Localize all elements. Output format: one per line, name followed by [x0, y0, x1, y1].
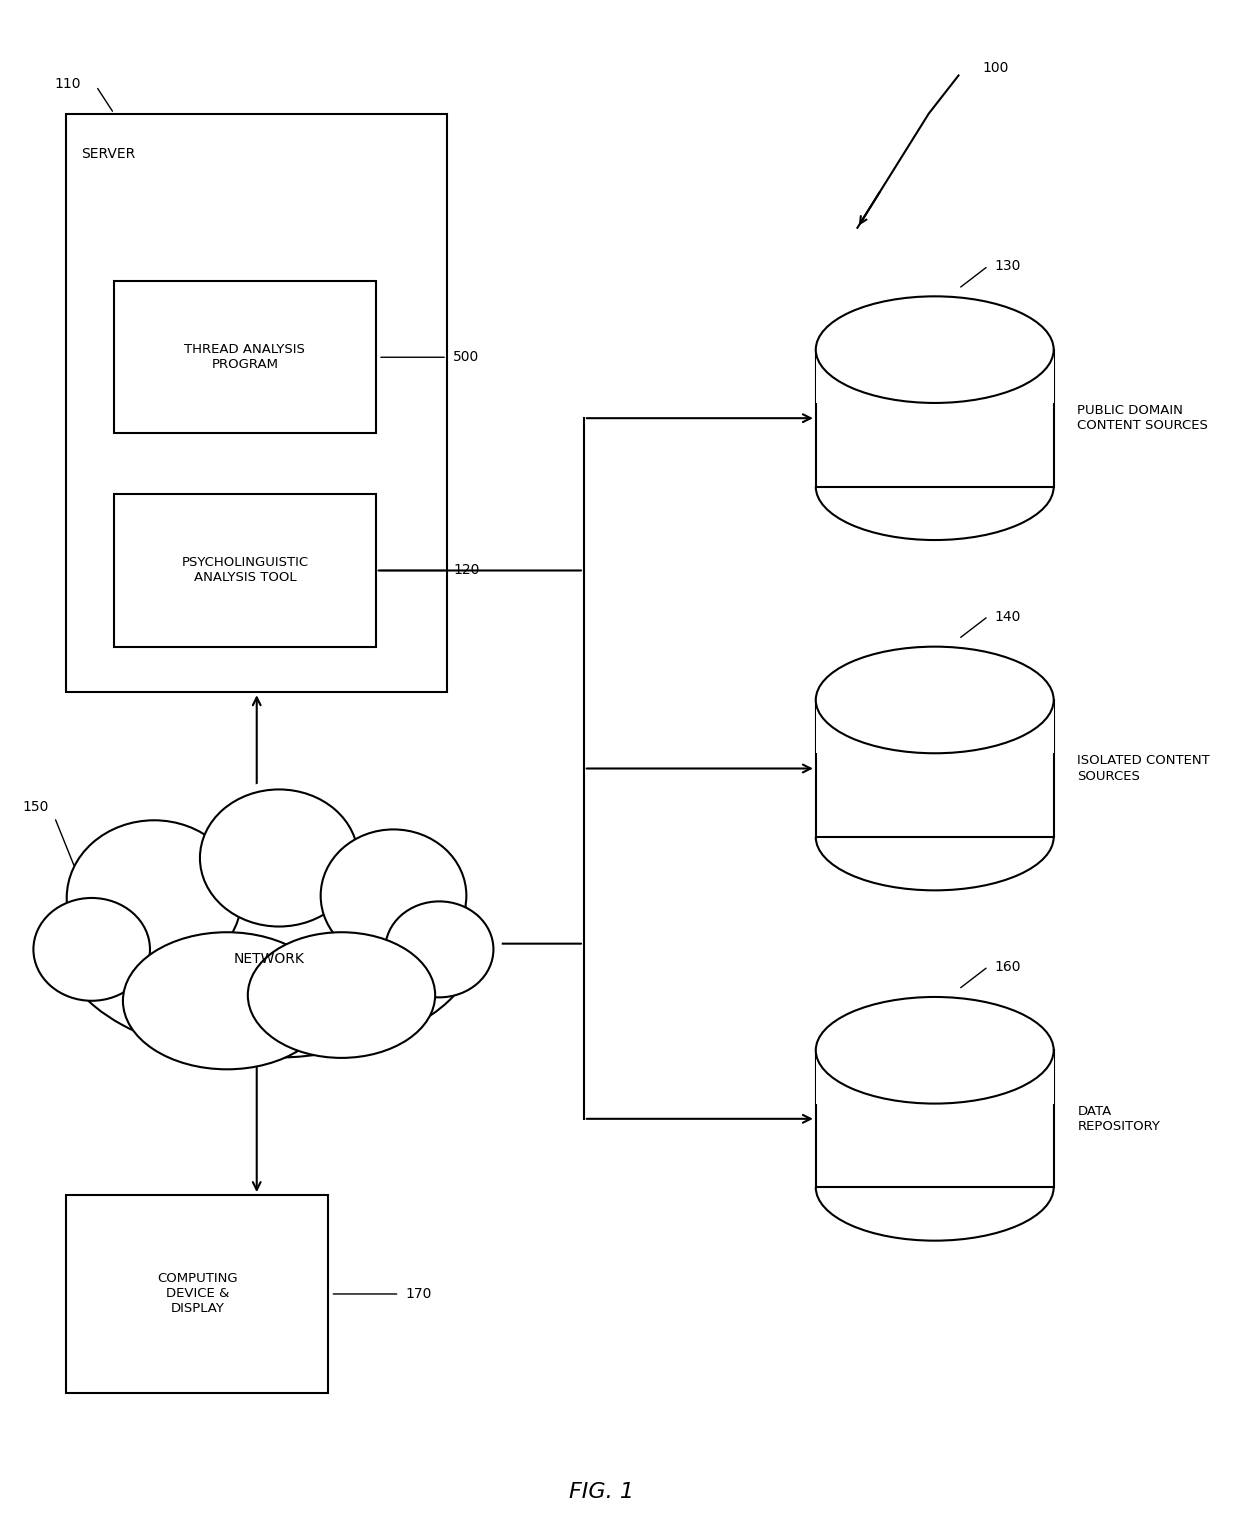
Ellipse shape	[36, 881, 169, 1007]
Text: 120: 120	[453, 564, 480, 578]
Text: 100: 100	[982, 61, 1008, 75]
Ellipse shape	[386, 901, 494, 998]
Text: FIG. 1: FIG. 1	[569, 1482, 634, 1502]
FancyBboxPatch shape	[67, 1194, 329, 1393]
FancyBboxPatch shape	[816, 998, 1054, 1104]
Text: 500: 500	[453, 350, 479, 364]
Text: THREAD ANALYSIS
PROGRAM: THREAD ANALYSIS PROGRAM	[185, 343, 305, 372]
Text: 140: 140	[994, 610, 1021, 624]
FancyBboxPatch shape	[816, 349, 1054, 487]
Ellipse shape	[325, 824, 484, 961]
Text: 160: 160	[994, 961, 1021, 974]
Text: 110: 110	[55, 77, 81, 91]
Ellipse shape	[816, 297, 1054, 403]
Ellipse shape	[816, 998, 1054, 1104]
Ellipse shape	[61, 830, 477, 1057]
Ellipse shape	[377, 887, 502, 1001]
Ellipse shape	[321, 830, 466, 962]
Text: SERVER: SERVER	[81, 148, 135, 161]
FancyBboxPatch shape	[816, 647, 1054, 753]
Ellipse shape	[206, 778, 373, 927]
Text: PUBLIC DOMAIN
CONTENT SOURCES: PUBLIC DOMAIN CONTENT SOURCES	[1078, 404, 1208, 432]
Ellipse shape	[200, 790, 358, 927]
Text: ISOLATED CONTENT
SOURCES: ISOLATED CONTENT SOURCES	[1078, 755, 1210, 782]
FancyBboxPatch shape	[114, 495, 376, 647]
Ellipse shape	[67, 821, 242, 976]
FancyBboxPatch shape	[67, 114, 448, 692]
FancyBboxPatch shape	[816, 699, 1054, 838]
FancyBboxPatch shape	[816, 1050, 1054, 1188]
Ellipse shape	[33, 898, 150, 1001]
Text: DATA
REPOSITORY: DATA REPOSITORY	[1078, 1105, 1161, 1133]
Text: 170: 170	[405, 1286, 432, 1300]
FancyBboxPatch shape	[114, 281, 376, 433]
Text: COMPUTING
DEVICE &
DISPLAY: COMPUTING DEVICE & DISPLAY	[157, 1273, 238, 1316]
Text: NETWORK: NETWORK	[233, 951, 304, 965]
FancyBboxPatch shape	[816, 297, 1054, 403]
Ellipse shape	[816, 647, 1054, 753]
Ellipse shape	[123, 933, 331, 1070]
Text: 130: 130	[994, 260, 1021, 274]
Text: PSYCHOLINGUISTIC
ANALYSIS TOOL: PSYCHOLINGUISTIC ANALYSIS TOOL	[181, 556, 309, 584]
Ellipse shape	[61, 830, 477, 1057]
Ellipse shape	[248, 933, 435, 1057]
Ellipse shape	[71, 807, 258, 967]
Text: 150: 150	[22, 801, 48, 815]
